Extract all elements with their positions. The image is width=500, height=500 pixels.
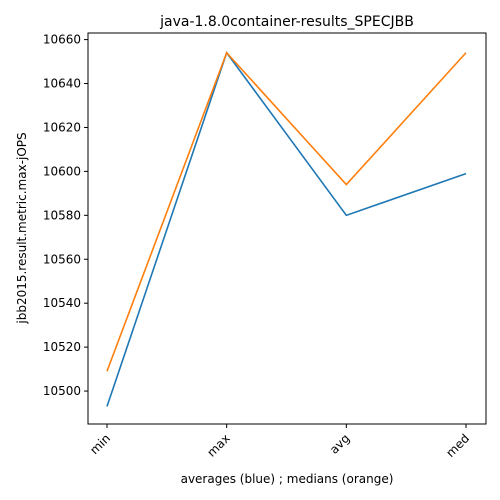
plot-frame xyxy=(87,32,487,425)
series-line-medians xyxy=(106,51,467,372)
y-axis-label: jbb2015.result.metric.max-jOPS xyxy=(15,132,29,324)
series-layer xyxy=(106,51,467,407)
y-tick-label: 10620 xyxy=(43,120,81,134)
y-axis: 10500 10520 10540 10560 10580 10600 10620 10640… xyxy=(43,33,88,398)
y-tick-label: 10660 xyxy=(43,33,81,47)
y-tick-label: 10640 xyxy=(43,77,81,91)
y-tick-label: 10580 xyxy=(43,208,81,222)
y-tick-label: 10600 xyxy=(43,164,81,178)
y-tick-label: 10560 xyxy=(43,252,81,266)
y-tick-label: 10540 xyxy=(43,296,81,310)
y-tick-label: 10520 xyxy=(43,340,81,354)
y-tick-label: 10500 xyxy=(43,384,81,398)
chart-title: java-1.8.0container-results_SPECJBB xyxy=(159,14,414,30)
series-line-averages xyxy=(106,51,467,407)
x-axis-label: averages (blue) ; medians (orange) xyxy=(181,472,394,486)
